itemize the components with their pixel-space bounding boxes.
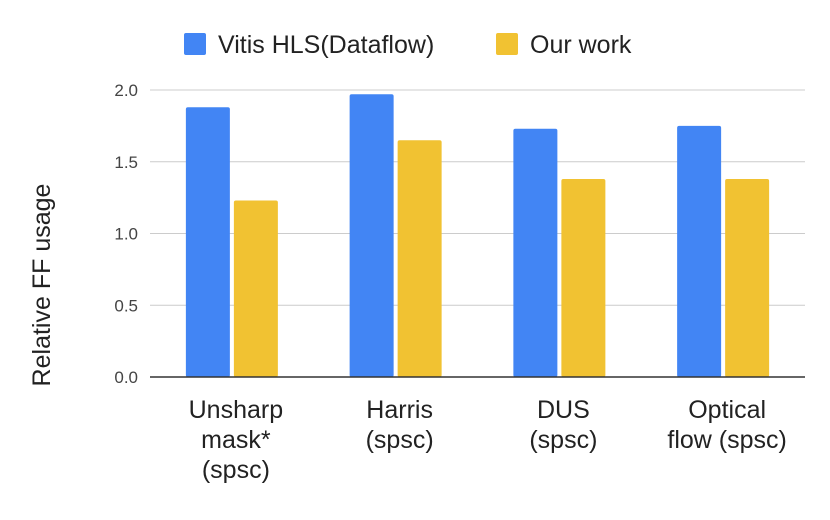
bar-vitis-1	[349, 94, 394, 378]
bar-ourwork-1	[397, 140, 442, 377]
y-tick-label: 1.5	[114, 153, 138, 172]
x-category-label-line: DUS	[537, 396, 590, 424]
y-tick-labels: 0.0 0.5 1.0 1.5 2.0	[114, 81, 138, 387]
legend-label: Our work	[530, 31, 632, 59]
x-category-label: DUS (spsc)	[529, 396, 597, 454]
x-category-label-line: Unsharp	[189, 396, 284, 424]
bar-vitis-3	[677, 125, 722, 377]
x-category-label-line: mask*	[201, 426, 271, 454]
bar-ourwork-3	[725, 178, 770, 377]
legend-swatch	[184, 33, 206, 55]
legend-label: Vitis HLS(Dataflow)	[218, 31, 434, 59]
x-category-label: Unsharp mask* (spsc)	[189, 396, 284, 484]
y-tick-label: 0.5	[114, 296, 138, 315]
y-tick-label: 0.0	[114, 368, 138, 387]
bar-vitis-2	[513, 128, 558, 377]
x-category-label-line: flow (spsc)	[667, 426, 786, 454]
x-category-label-line: Harris	[366, 396, 433, 424]
x-category-label-line: Optical	[688, 396, 766, 424]
bar-vitis-0	[185, 107, 230, 377]
x-category-label: Optical flow (spsc)	[667, 396, 786, 454]
x-category-label: Harris (spsc)	[366, 396, 434, 454]
y-tick-label: 2.0	[114, 81, 138, 100]
y-axis-label: Relative FF usage	[28, 184, 56, 387]
legend-swatch	[496, 33, 518, 55]
x-category-label-line: (spsc)	[366, 426, 434, 454]
bar-ourwork-2	[561, 178, 606, 377]
x-category-label-line: (spsc)	[202, 456, 270, 484]
legend: Vitis HLS(Dataflow) Our work	[184, 31, 632, 59]
y-tick-label: 1.0	[114, 225, 138, 244]
bars	[185, 94, 770, 378]
x-category-label-line: (spsc)	[529, 426, 597, 454]
x-category-labels: Unsharp mask* (spsc)Harris (spsc)DUS (spsc)O…	[189, 396, 787, 484]
bar-ourwork-0	[233, 200, 278, 377]
